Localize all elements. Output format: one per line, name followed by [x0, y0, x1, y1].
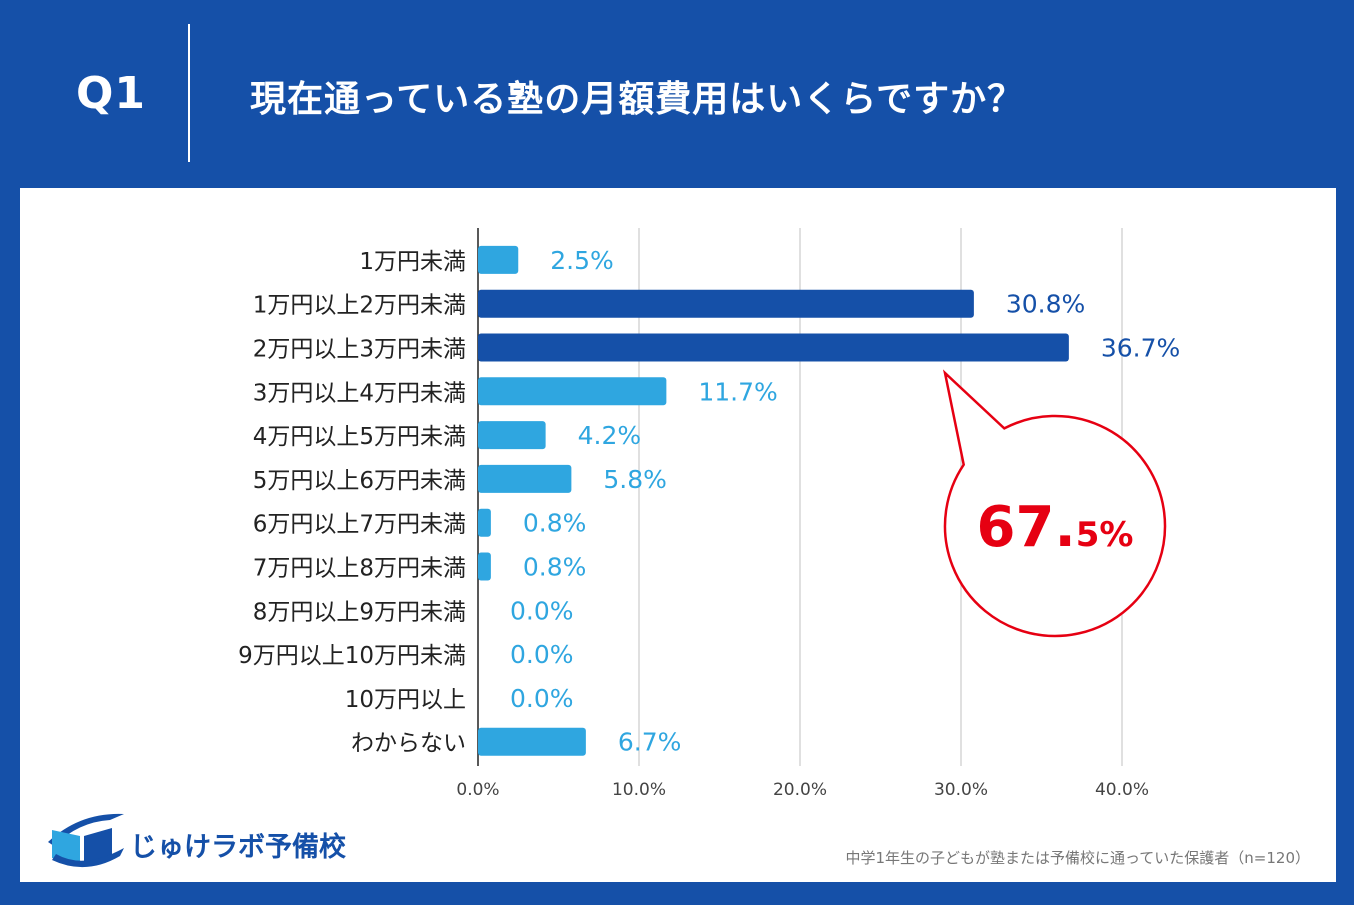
bar [478, 289, 974, 318]
category-label: 2万円以上3万円未満 [253, 337, 466, 363]
x-tick-label: 30.0% [934, 780, 988, 800]
header: Q1 現在通っている塾の月額費用はいくらですか？ [0, 0, 1354, 188]
value-label: 0.0% [510, 684, 574, 713]
bar [478, 245, 519, 274]
bar [478, 727, 586, 756]
question-number: Q1 [76, 68, 147, 119]
footnote: 中学1年生の子どもが塾または予備校に通っていた保護者（n=120） [845, 849, 1310, 867]
value-label: 0.8% [523, 553, 587, 582]
value-label: 4.2% [578, 421, 642, 450]
category-label: 8万円以上9万円未満 [253, 599, 466, 625]
value-label: 2.5% [550, 246, 614, 275]
brand-logo-text: じゅけラボ予備校 [130, 832, 346, 863]
bar [478, 377, 667, 406]
value-label: 0.0% [510, 640, 574, 669]
value-label: 5.8% [603, 465, 667, 494]
bar [478, 552, 491, 581]
category-label: 7万円以上8万円未満 [253, 556, 466, 582]
category-label: 1万円以上2万円未満 [253, 293, 466, 319]
value-label: 6.7% [618, 728, 682, 757]
bar [478, 464, 572, 493]
bar [478, 508, 491, 537]
callout-value-small: 5% [1076, 515, 1134, 555]
question-title: 現在通っている塾の月額費用はいくらですか？ [250, 79, 1025, 120]
category-label: 3万円以上4万円未満 [253, 380, 466, 406]
callout-bubble [942, 369, 1167, 638]
category-label: 4万円以上5万円未満 [253, 424, 466, 450]
category-label: 10万円以上 [345, 687, 466, 713]
bar [478, 333, 1069, 362]
x-tick-label: 20.0% [773, 780, 827, 800]
category-label: わからない [351, 731, 466, 757]
value-label: 11.7% [698, 377, 777, 406]
value-label: 30.8% [1006, 290, 1085, 319]
header-divider [188, 24, 190, 162]
value-label: 36.7% [1101, 334, 1180, 363]
category-label: 1万円未満 [359, 249, 466, 275]
value-label: 0.0% [510, 596, 574, 625]
callout-value-main: 67. [977, 495, 1076, 560]
x-tick-label: 10.0% [612, 780, 666, 800]
bar-chart: 0.0% 10.0% 20.0% 30.0% 40.0% 1万円未満 2.5% 1万円以上2万… [238, 228, 1180, 800]
bar [478, 421, 546, 450]
category-label: 6万円以上7万円未満 [253, 512, 466, 538]
category-label: 9万円以上10万円未満 [238, 643, 466, 669]
category-label: 5万円以上6万円未満 [253, 468, 466, 494]
x-tick-label: 40.0% [1095, 780, 1149, 800]
chart-panel: 0.0% 10.0% 20.0% 30.0% 40.0% 1万円未満 2.5% 1万円以上2万… [20, 188, 1336, 882]
x-tick-label: 0.0% [456, 780, 499, 800]
value-label: 0.8% [523, 509, 587, 538]
book-icon [48, 813, 124, 868]
callout-value: 67.5% [977, 495, 1134, 560]
